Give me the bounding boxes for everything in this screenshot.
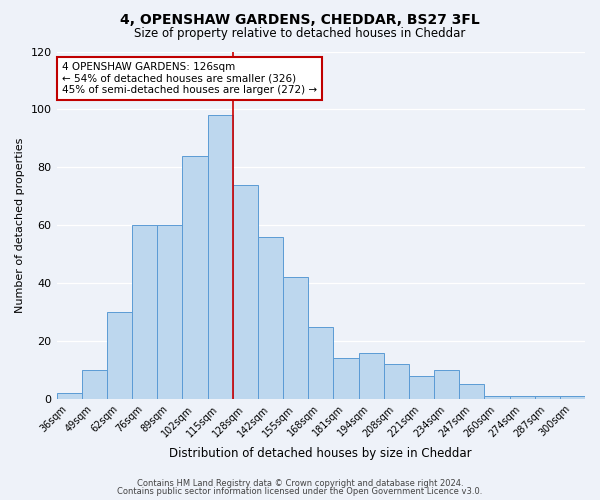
Bar [82,370,107,399]
Bar [359,352,383,399]
Bar [258,237,283,399]
Bar [208,115,233,399]
Bar [157,225,182,399]
Bar [233,184,258,399]
Text: Contains HM Land Registry data © Crown copyright and database right 2024.: Contains HM Land Registry data © Crown c… [137,478,463,488]
Bar [484,396,509,399]
Bar [182,156,208,399]
Bar [560,396,585,399]
Text: Size of property relative to detached houses in Cheddar: Size of property relative to detached ho… [134,28,466,40]
Y-axis label: Number of detached properties: Number of detached properties [15,138,25,313]
Bar [56,393,82,399]
Bar [409,376,434,399]
Bar [383,364,409,399]
Bar [283,278,308,399]
Bar [535,396,560,399]
Bar [434,370,459,399]
Bar [132,225,157,399]
Text: Contains public sector information licensed under the Open Government Licence v3: Contains public sector information licen… [118,487,482,496]
X-axis label: Distribution of detached houses by size in Cheddar: Distribution of detached houses by size … [169,447,472,460]
Bar [509,396,535,399]
Bar [308,326,334,399]
Bar [107,312,132,399]
Bar [459,384,484,399]
Text: 4, OPENSHAW GARDENS, CHEDDAR, BS27 3FL: 4, OPENSHAW GARDENS, CHEDDAR, BS27 3FL [120,12,480,26]
Bar [334,358,359,399]
Text: 4 OPENSHAW GARDENS: 126sqm
← 54% of detached houses are smaller (326)
45% of sem: 4 OPENSHAW GARDENS: 126sqm ← 54% of deta… [62,62,317,95]
